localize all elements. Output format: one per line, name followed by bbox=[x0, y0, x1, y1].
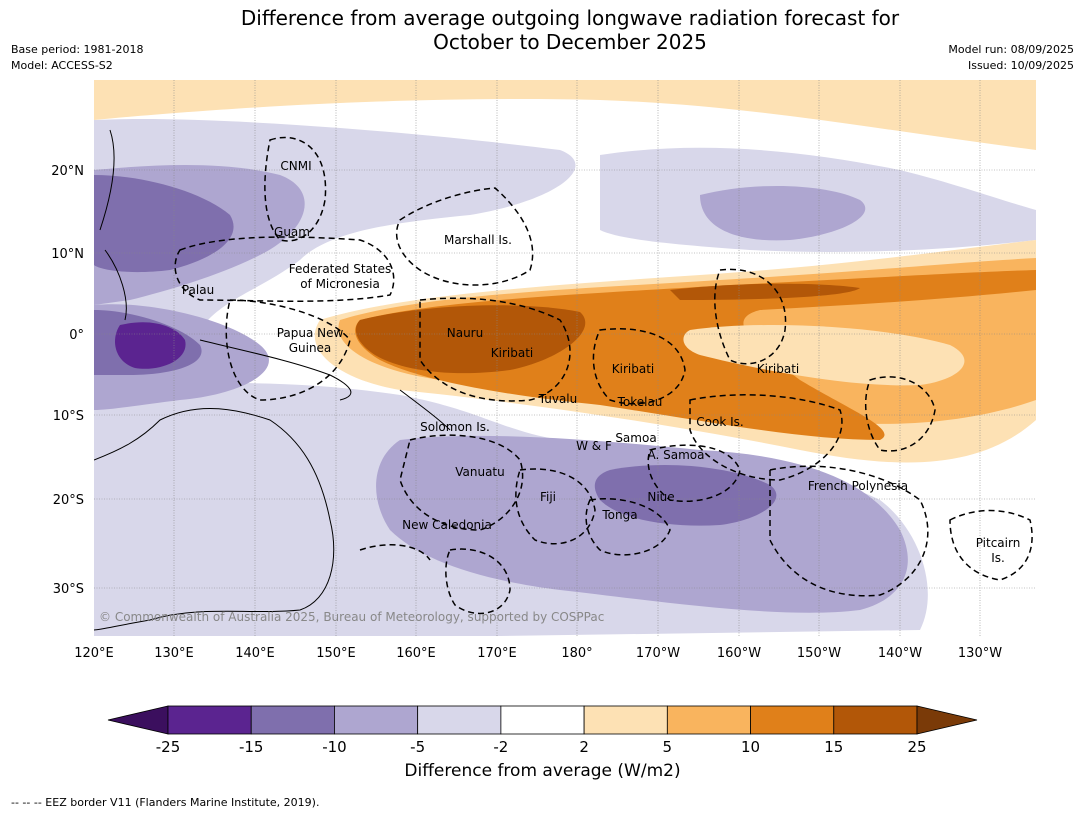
region-label: Tuvalu bbox=[538, 392, 578, 406]
region-label: Guinea bbox=[289, 341, 332, 355]
lon-tick-label: 140°E bbox=[235, 646, 275, 661]
region-label: Nauru bbox=[447, 326, 483, 340]
region-label: Pitcairn bbox=[976, 536, 1021, 550]
region-label: Is. bbox=[991, 551, 1005, 565]
coastlines bbox=[94, 129, 451, 631]
colorbar-extend-high bbox=[916, 705, 978, 735]
model-name: Model: ACCESS-S2 bbox=[11, 59, 113, 72]
colorbar: -25 -15 -10 -5 -2 2 5 10 15 25 bbox=[107, 705, 978, 756]
lon-tick-label: 140°W bbox=[878, 646, 922, 661]
colorbar-tick-label: -2 bbox=[493, 738, 508, 756]
colorbar-tick-label: 10 bbox=[741, 738, 760, 756]
lon-tick-label: 160°W bbox=[717, 646, 761, 661]
map-title: Difference from average outgoing longwav… bbox=[0, 6, 1085, 54]
lon-tick-label: 160°E bbox=[396, 646, 436, 661]
title-line-1: Difference from average outgoing longwav… bbox=[240, 6, 900, 30]
colorbar-segment bbox=[167, 705, 252, 735]
colorbar-title: Difference from average (W/m2) bbox=[404, 761, 681, 781]
lat-tick-label: 30°S bbox=[53, 582, 84, 597]
footnote: -- -- -- EEZ border V11 (Flanders Marine… bbox=[11, 796, 320, 809]
colorbar-tick-label: -15 bbox=[239, 738, 264, 756]
meta-left: Base period: 1981-2018 Model: ACCESS-S2 bbox=[11, 42, 143, 74]
colorbar-tick-label: 2 bbox=[579, 738, 589, 756]
lat-tick-label: 10°N bbox=[51, 247, 84, 262]
colorbar-segment bbox=[750, 705, 835, 735]
lon-tick-label: 150°W bbox=[797, 646, 841, 661]
latitude-tick-labels: 20°N 10°N 0° 10°S 20°S 30°S bbox=[51, 164, 84, 597]
region-label: of Micronesia bbox=[300, 277, 380, 291]
region-label: Federated States bbox=[289, 262, 391, 276]
meta-right: Model run: 08/09/2025 Issued: 10/09/2025 bbox=[948, 42, 1074, 74]
model-run: Model run: 08/09/2025 bbox=[948, 43, 1074, 56]
region-label: French Polynesia bbox=[808, 479, 908, 493]
region-label: Vanuatu bbox=[455, 465, 505, 479]
colorbar-segment bbox=[250, 705, 335, 735]
colorbar-tick-label: 5 bbox=[663, 738, 673, 756]
lon-tick-label: 130°W bbox=[958, 646, 1002, 661]
region-label: Marshall Is. bbox=[444, 233, 512, 247]
map-area bbox=[94, 80, 1036, 636]
lat-tick-label: 0° bbox=[69, 328, 84, 343]
region-label: Tonga bbox=[601, 508, 637, 522]
colorbar-segment bbox=[666, 705, 751, 735]
colorbar-tick-label: -5 bbox=[410, 738, 425, 756]
lon-tick-label: 150°E bbox=[316, 646, 356, 661]
region-label: Kiribati bbox=[757, 362, 799, 376]
colorbar-segment bbox=[833, 705, 918, 735]
base-period: Base period: 1981-2018 bbox=[11, 43, 144, 56]
lon-tick-label: 130°E bbox=[154, 646, 194, 661]
region-label: Kiribati bbox=[612, 362, 654, 376]
lon-tick-label: 120°E bbox=[74, 646, 114, 661]
colorbar-segment bbox=[500, 705, 585, 735]
region-label: Kiribati bbox=[491, 346, 533, 360]
title-line-2: October to December 2025 bbox=[433, 30, 707, 54]
lat-tick-label: 20°N bbox=[51, 164, 84, 179]
eez-borders bbox=[174, 136, 1033, 615]
colorbar-tick-label: -10 bbox=[322, 738, 347, 756]
lat-tick-label: 10°S bbox=[53, 409, 84, 424]
region-label: W & F bbox=[576, 439, 612, 453]
colorbar-tick-label: 15 bbox=[824, 738, 843, 756]
region-label: Cook Is. bbox=[696, 415, 743, 429]
lat-tick-label: 20°S bbox=[53, 493, 84, 508]
region-label: Niue bbox=[647, 490, 674, 504]
colorbar-segment bbox=[334, 705, 419, 735]
region-label: Palau bbox=[182, 283, 214, 297]
colorbar-segment bbox=[583, 705, 668, 735]
region-label: CNMI bbox=[280, 159, 311, 173]
copyright-notice: © Commonwealth of Australia 2025, Bureau… bbox=[99, 610, 604, 624]
region-label: Samoa bbox=[615, 431, 656, 445]
colorbar-extend-low bbox=[107, 705, 169, 735]
colorbar-tick-label: -25 bbox=[156, 738, 181, 756]
region-label: Papua New bbox=[277, 326, 344, 340]
lon-tick-label: 170°W bbox=[636, 646, 680, 661]
region-label: Fiji bbox=[540, 490, 556, 504]
colorbar-segment bbox=[417, 705, 502, 735]
region-label: Tokelau bbox=[617, 395, 663, 409]
issued-date: Issued: 10/09/2025 bbox=[967, 59, 1074, 72]
region-label: Guam bbox=[274, 225, 310, 239]
region-label: A. Samoa bbox=[648, 448, 705, 462]
lon-tick-label: 180° bbox=[561, 646, 592, 661]
longitude-tick-labels: 120°E 130°E 140°E 150°E 160°E 170°E 180° 170°W 1… bbox=[74, 646, 1002, 661]
graticule bbox=[94, 80, 1036, 636]
region-label: Solomon Is. bbox=[420, 420, 490, 434]
region-label: New Caledonia bbox=[402, 518, 492, 532]
colorbar-tick-label: 25 bbox=[907, 738, 926, 756]
lon-tick-label: 170°E bbox=[477, 646, 517, 661]
